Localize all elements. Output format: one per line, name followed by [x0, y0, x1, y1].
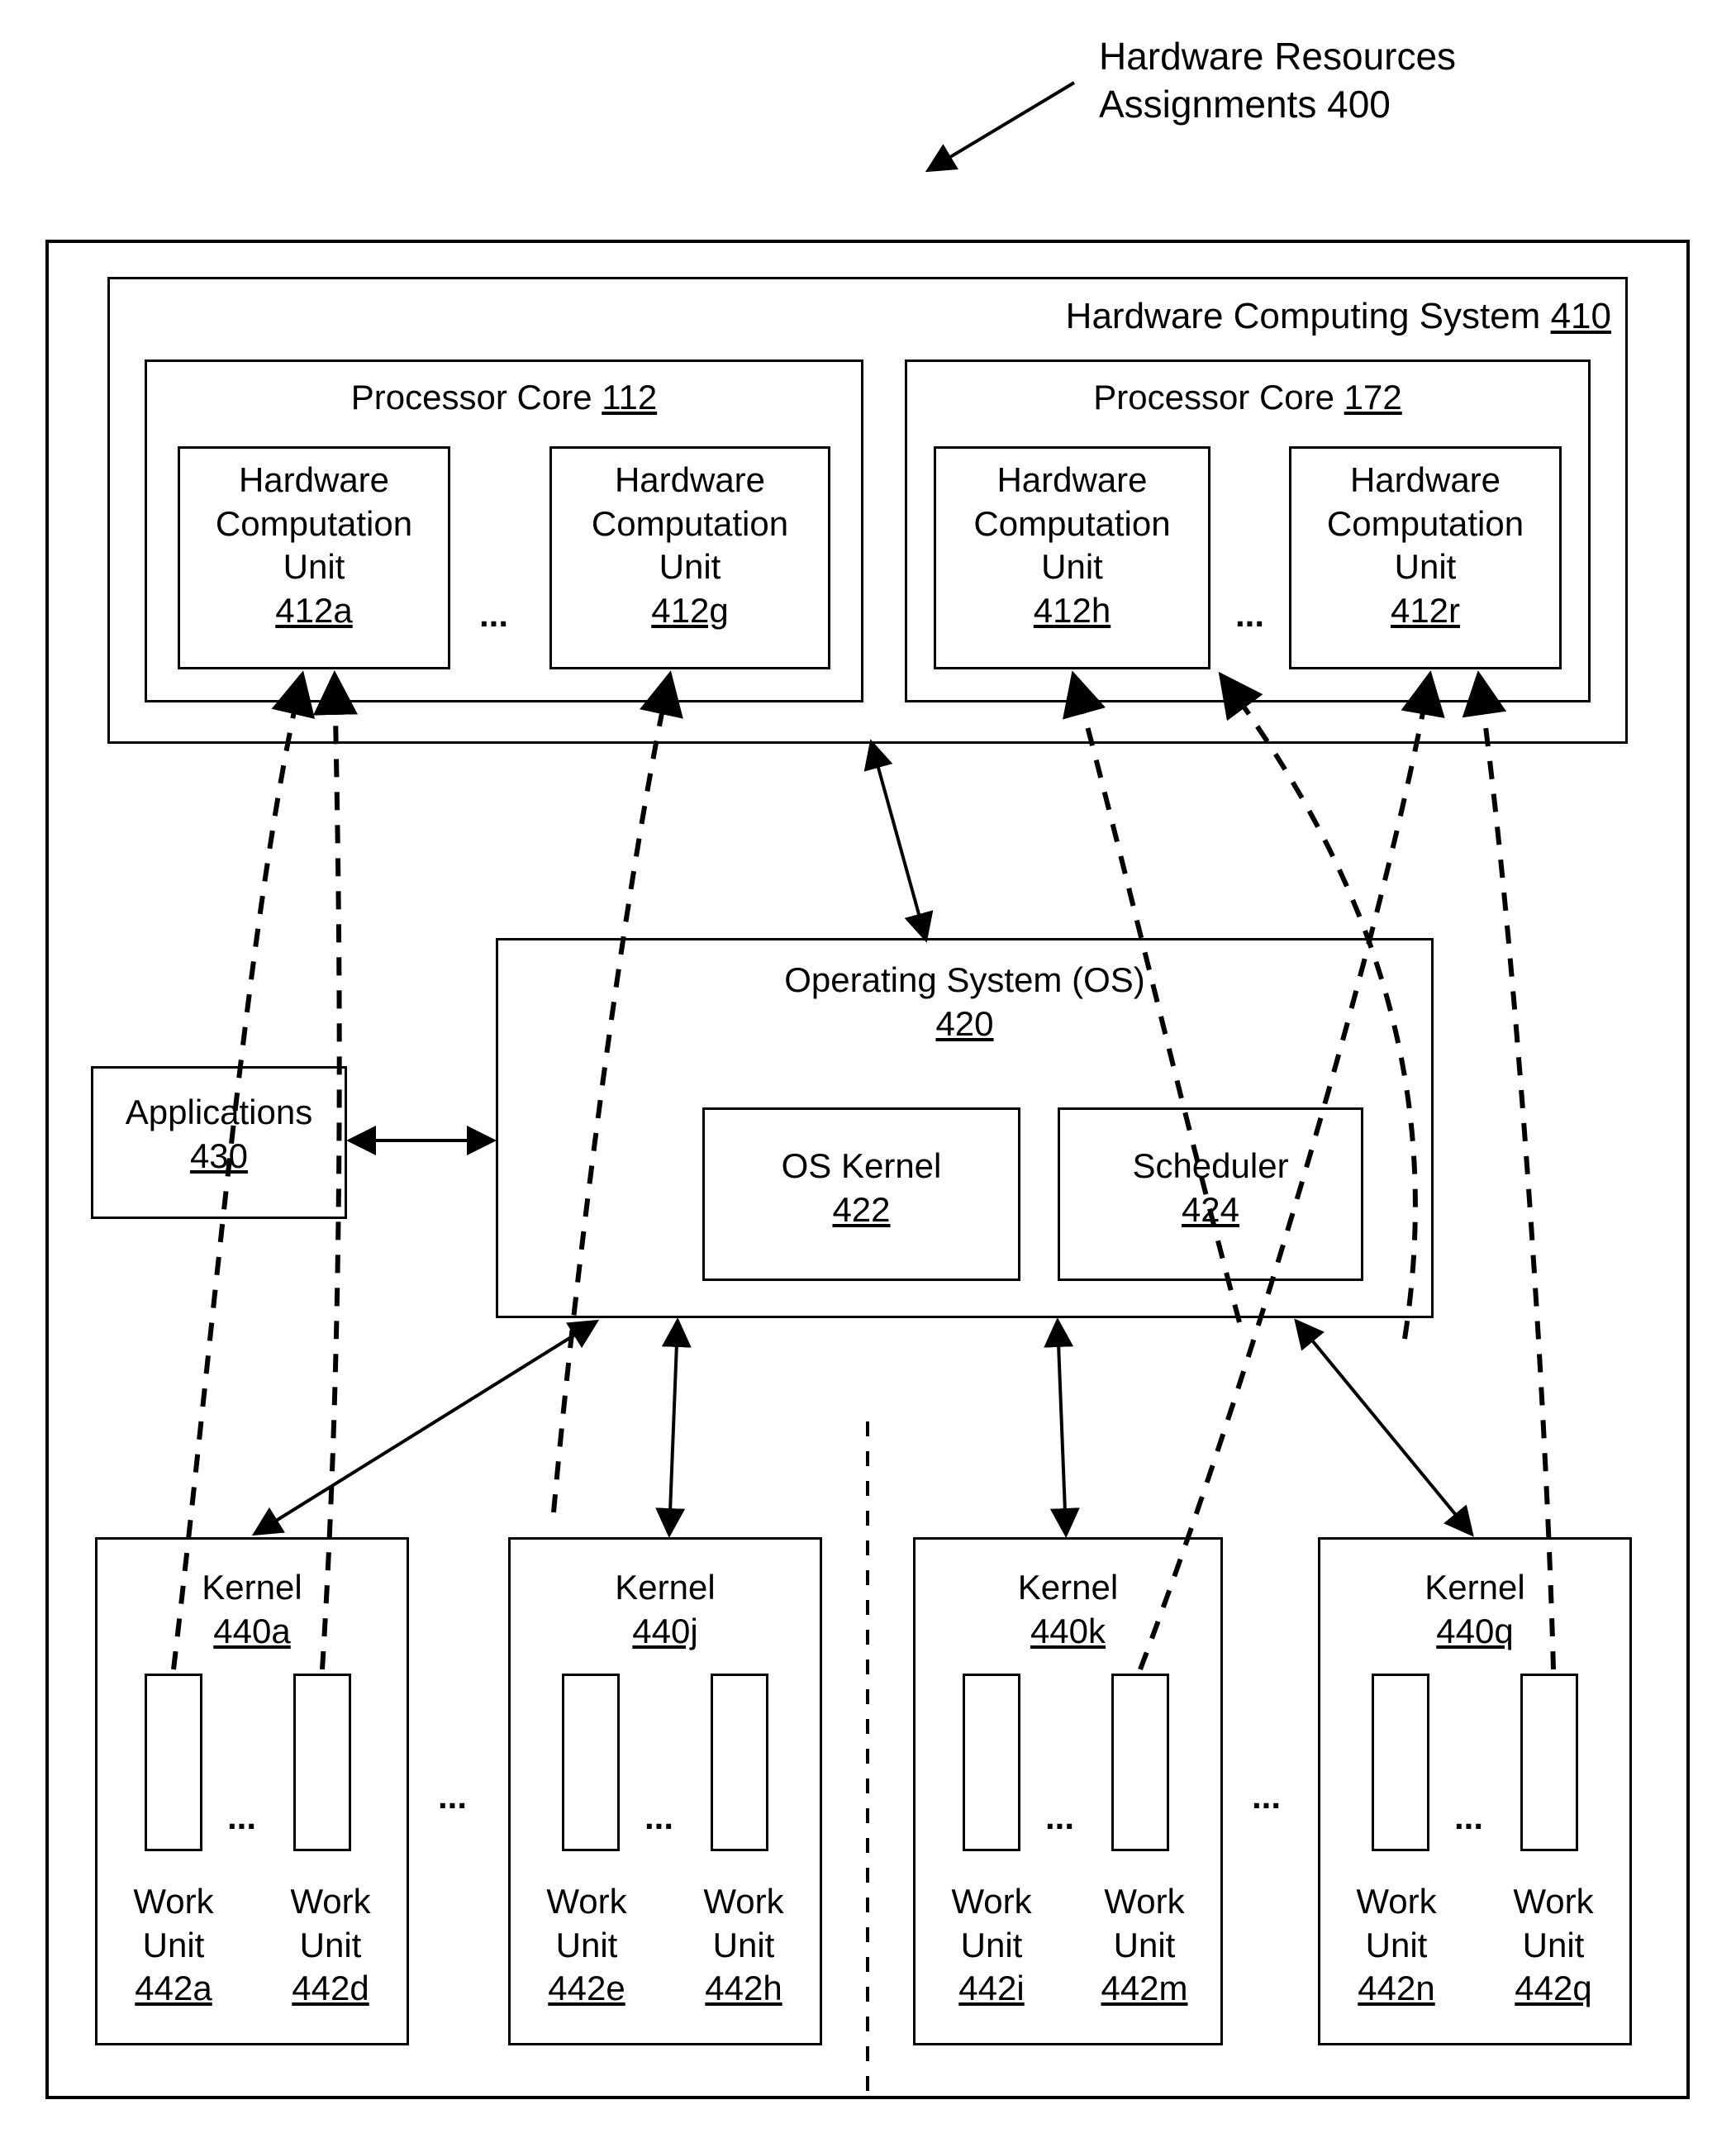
ellipsis-k1: ... — [438, 1777, 467, 1817]
applications-label: Applications 430 — [91, 1091, 347, 1178]
hcs-title: Hardware Computing System 410 — [909, 293, 1611, 339]
core2-title: Processor Core 172 — [905, 376, 1591, 420]
wu-442q-label: Work Unit 442q — [1475, 1880, 1632, 2011]
hcu-412r-label: Hardware Computation Unit 412r — [1289, 459, 1562, 632]
wu-442i-label: Work Unit 442i — [913, 1880, 1070, 2011]
title-line1: Hardware Resources — [1099, 35, 1456, 78]
wu-442a-label: Work Unit 442a — [95, 1880, 252, 2011]
wu-442a-bar — [145, 1674, 202, 1851]
ellipsis-440a: ... — [227, 1798, 256, 1837]
ellipsis-440j: ... — [644, 1798, 673, 1837]
wu-442n-label: Work Unit 442n — [1318, 1880, 1475, 2011]
wu-442e-bar — [562, 1674, 620, 1851]
wu-442e-label: Work Unit 442e — [508, 1880, 665, 2011]
wu-442h-bar — [711, 1674, 768, 1851]
kernel-440k-title: Kernel 440k — [913, 1566, 1223, 1653]
os-title: Operating System (OS) 420 — [496, 959, 1434, 1045]
ellipsis-core1: ... — [479, 595, 508, 635]
wu-442n-bar — [1372, 1674, 1429, 1851]
wu-442h-label: Work Unit 442h — [665, 1880, 822, 2011]
ellipsis-440k: ... — [1045, 1798, 1074, 1837]
wu-442q-bar — [1520, 1674, 1578, 1851]
wu-442d-label: Work Unit 442d — [252, 1880, 409, 2011]
wu-442i-bar — [963, 1674, 1020, 1851]
ellipsis-440q: ... — [1454, 1798, 1483, 1837]
kernel-440q-title: Kernel 440q — [1318, 1566, 1632, 1653]
wu-442m-label: Work Unit 442m — [1066, 1880, 1223, 2011]
hcu-412g-label: Hardware Computation Unit 412g — [549, 459, 830, 632]
wu-442d-bar — [293, 1674, 351, 1851]
wu-442m-bar — [1111, 1674, 1169, 1851]
hcu-412h-label: Hardware Computation Unit 412h — [934, 459, 1210, 632]
title-line2: Assignments 400 — [1099, 83, 1391, 126]
kernel-440j-title: Kernel 440j — [508, 1566, 822, 1653]
kernel-440a-title: Kernel 440a — [95, 1566, 409, 1653]
diagram-title: Hardware Resources Assignments 400 — [1099, 33, 1677, 128]
ellipsis-k2: ... — [1252, 1777, 1281, 1817]
core1-title: Processor Core 112 — [145, 376, 863, 420]
scheduler-label: Scheduler 424 — [1058, 1145, 1363, 1231]
os-kernel-label: OS Kernel 422 — [702, 1145, 1020, 1231]
ellipsis-core2: ... — [1235, 595, 1264, 635]
hcu-412a-label: Hardware Computation Unit 412a — [178, 459, 450, 632]
diagram-canvas: Hardware Resources Assignments 400 Hardw… — [0, 0, 1736, 2138]
